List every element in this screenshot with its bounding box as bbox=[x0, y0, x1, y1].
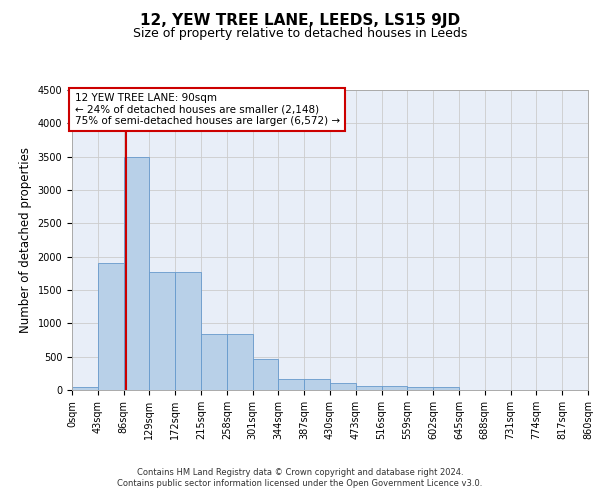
Bar bbox=[356, 386, 382, 390]
Bar bbox=[124, 156, 149, 390]
Bar bbox=[227, 334, 253, 390]
Bar bbox=[433, 386, 459, 390]
Bar bbox=[304, 380, 330, 390]
Bar bbox=[72, 386, 98, 390]
Bar bbox=[407, 386, 433, 390]
Y-axis label: Number of detached properties: Number of detached properties bbox=[19, 147, 32, 333]
Bar bbox=[98, 264, 124, 390]
Bar bbox=[201, 334, 227, 390]
Text: 12 YEW TREE LANE: 90sqm
← 24% of detached houses are smaller (2,148)
75% of semi: 12 YEW TREE LANE: 90sqm ← 24% of detache… bbox=[74, 93, 340, 126]
Bar bbox=[330, 384, 356, 390]
Bar bbox=[382, 386, 407, 390]
Bar bbox=[278, 380, 304, 390]
Text: Size of property relative to detached houses in Leeds: Size of property relative to detached ho… bbox=[133, 28, 467, 40]
Bar bbox=[149, 272, 175, 390]
Text: 12, YEW TREE LANE, LEEDS, LS15 9JD: 12, YEW TREE LANE, LEEDS, LS15 9JD bbox=[140, 12, 460, 28]
Text: Contains HM Land Registry data © Crown copyright and database right 2024.
Contai: Contains HM Land Registry data © Crown c… bbox=[118, 468, 482, 487]
Bar bbox=[175, 272, 201, 390]
Bar bbox=[253, 360, 278, 390]
